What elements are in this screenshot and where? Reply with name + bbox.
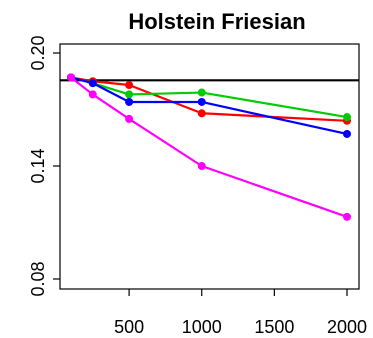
series-3-point (88, 79, 97, 88)
series-1-point (125, 81, 134, 90)
series-2-point (343, 113, 351, 122)
series-3-point (197, 97, 206, 106)
series-1-point (197, 109, 206, 118)
series-3-point (125, 97, 134, 106)
x-tick-label: 1500 (254, 317, 294, 337)
series-4-point (343, 212, 351, 221)
y-tick-label: 0.20 (28, 35, 48, 70)
series-4-point (197, 162, 206, 170)
series-line-3 (70, 76, 348, 136)
series-2-point (197, 88, 206, 97)
x-tick-label: 2000 (327, 317, 367, 337)
y-tick-label: 0.08 (28, 261, 48, 296)
chart-title: Holstein Friesian (128, 9, 305, 34)
y-tick-label: 0.14 (28, 148, 48, 183)
x-tick-label: 1000 (182, 317, 222, 337)
series-4-point (88, 90, 97, 99)
series-line-4 (70, 76, 348, 218)
series-3-point (343, 129, 351, 138)
plot-layer: 500 1000 1500 2000 0.08 0.14 0.20 (28, 35, 367, 337)
series-2-point (125, 90, 134, 99)
series-line-1 (70, 76, 348, 122)
series-4-point (125, 114, 134, 123)
series-4-point (67, 73, 75, 82)
x-tick-label: 500 (114, 317, 144, 337)
